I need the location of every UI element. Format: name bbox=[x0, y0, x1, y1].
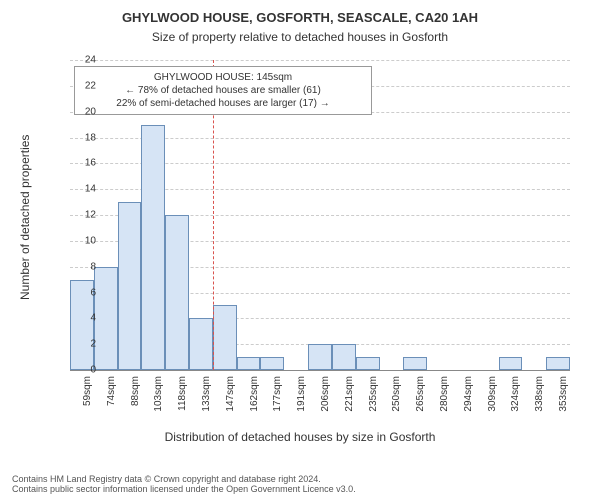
x-tick-label: 74sqm bbox=[106, 376, 117, 426]
annotation-box: GHYLWOOD HOUSE: 145sqm ← 78% of detached… bbox=[74, 66, 372, 115]
x-tick-label: 309sqm bbox=[487, 376, 498, 426]
y-tick-label: 10 bbox=[56, 235, 96, 246]
histogram-bar bbox=[332, 344, 356, 370]
footer: Contains HM Land Registry data © Crown c… bbox=[12, 474, 356, 494]
x-tick-label: 294sqm bbox=[463, 376, 474, 426]
footer-line-1: Contains HM Land Registry data © Crown c… bbox=[12, 474, 356, 484]
x-tick-label: 250sqm bbox=[391, 376, 402, 426]
annotation-line-2: ← 78% of detached houses are smaller (61… bbox=[83, 84, 363, 97]
y-tick-label: 24 bbox=[56, 55, 96, 66]
histogram-bar bbox=[546, 357, 570, 370]
y-tick-label: 16 bbox=[56, 158, 96, 169]
chart-title-2: Size of property relative to detached ho… bbox=[0, 30, 600, 44]
histogram-bar bbox=[499, 357, 523, 370]
x-tick-label: 280sqm bbox=[439, 376, 450, 426]
x-tick-label: 338sqm bbox=[534, 376, 545, 426]
histogram-bar bbox=[237, 357, 261, 370]
histogram-bar bbox=[141, 125, 165, 370]
x-tick-label: 177sqm bbox=[272, 376, 283, 426]
histogram-bar bbox=[165, 215, 189, 370]
x-tick-label: 191sqm bbox=[296, 376, 307, 426]
x-tick-label: 118sqm bbox=[177, 376, 188, 426]
y-tick-label: 22 bbox=[56, 80, 96, 91]
x-tick-label: 324sqm bbox=[510, 376, 521, 426]
histogram-bar bbox=[260, 357, 284, 370]
histogram-bar bbox=[213, 305, 237, 370]
y-tick-label: 2 bbox=[56, 339, 96, 350]
chart-title-1: GHYLWOOD HOUSE, GOSFORTH, SEASCALE, CA20… bbox=[0, 10, 600, 25]
histogram-bar bbox=[118, 202, 142, 370]
x-tick-label: 133sqm bbox=[201, 376, 212, 426]
x-tick-label: 353sqm bbox=[558, 376, 569, 426]
x-tick-label: 88sqm bbox=[130, 376, 141, 426]
x-tick-label: 162sqm bbox=[249, 376, 260, 426]
histogram-bar bbox=[189, 318, 213, 370]
y-tick-label: 18 bbox=[56, 132, 96, 143]
y-tick-label: 0 bbox=[56, 365, 96, 376]
x-tick-label: 265sqm bbox=[415, 376, 426, 426]
y-tick-label: 20 bbox=[56, 106, 96, 117]
histogram-bar bbox=[356, 357, 380, 370]
chart-container: { "chart": { "type": "histogram", "title… bbox=[0, 0, 600, 500]
x-tick-label: 59sqm bbox=[82, 376, 93, 426]
annotation-line-3: 22% of semi-detached houses are larger (… bbox=[83, 97, 363, 110]
x-tick-label: 235sqm bbox=[368, 376, 379, 426]
annotation-line-1: GHYLWOOD HOUSE: 145sqm bbox=[83, 71, 363, 84]
x-tick-label: 206sqm bbox=[320, 376, 331, 426]
x-tick-label: 147sqm bbox=[225, 376, 236, 426]
histogram-bar bbox=[403, 357, 427, 370]
plot-area: GHYLWOOD HOUSE: 145sqm ← 78% of detached… bbox=[70, 60, 570, 370]
footer-line-2: Contains public sector information licen… bbox=[12, 484, 356, 494]
x-tick-label: 221sqm bbox=[344, 376, 355, 426]
y-tick-label: 12 bbox=[56, 210, 96, 221]
gridline bbox=[70, 60, 570, 61]
y-tick-label: 6 bbox=[56, 287, 96, 298]
histogram-bar bbox=[308, 344, 332, 370]
y-tick-label: 8 bbox=[56, 261, 96, 272]
y-tick-label: 4 bbox=[56, 313, 96, 324]
y-axis-label: Number of detached properties bbox=[18, 135, 32, 300]
y-tick-label: 14 bbox=[56, 184, 96, 195]
gridline bbox=[70, 370, 570, 371]
histogram-bar bbox=[94, 267, 118, 370]
x-axis-label: Distribution of detached houses by size … bbox=[0, 430, 600, 444]
x-tick-label: 103sqm bbox=[153, 376, 164, 426]
